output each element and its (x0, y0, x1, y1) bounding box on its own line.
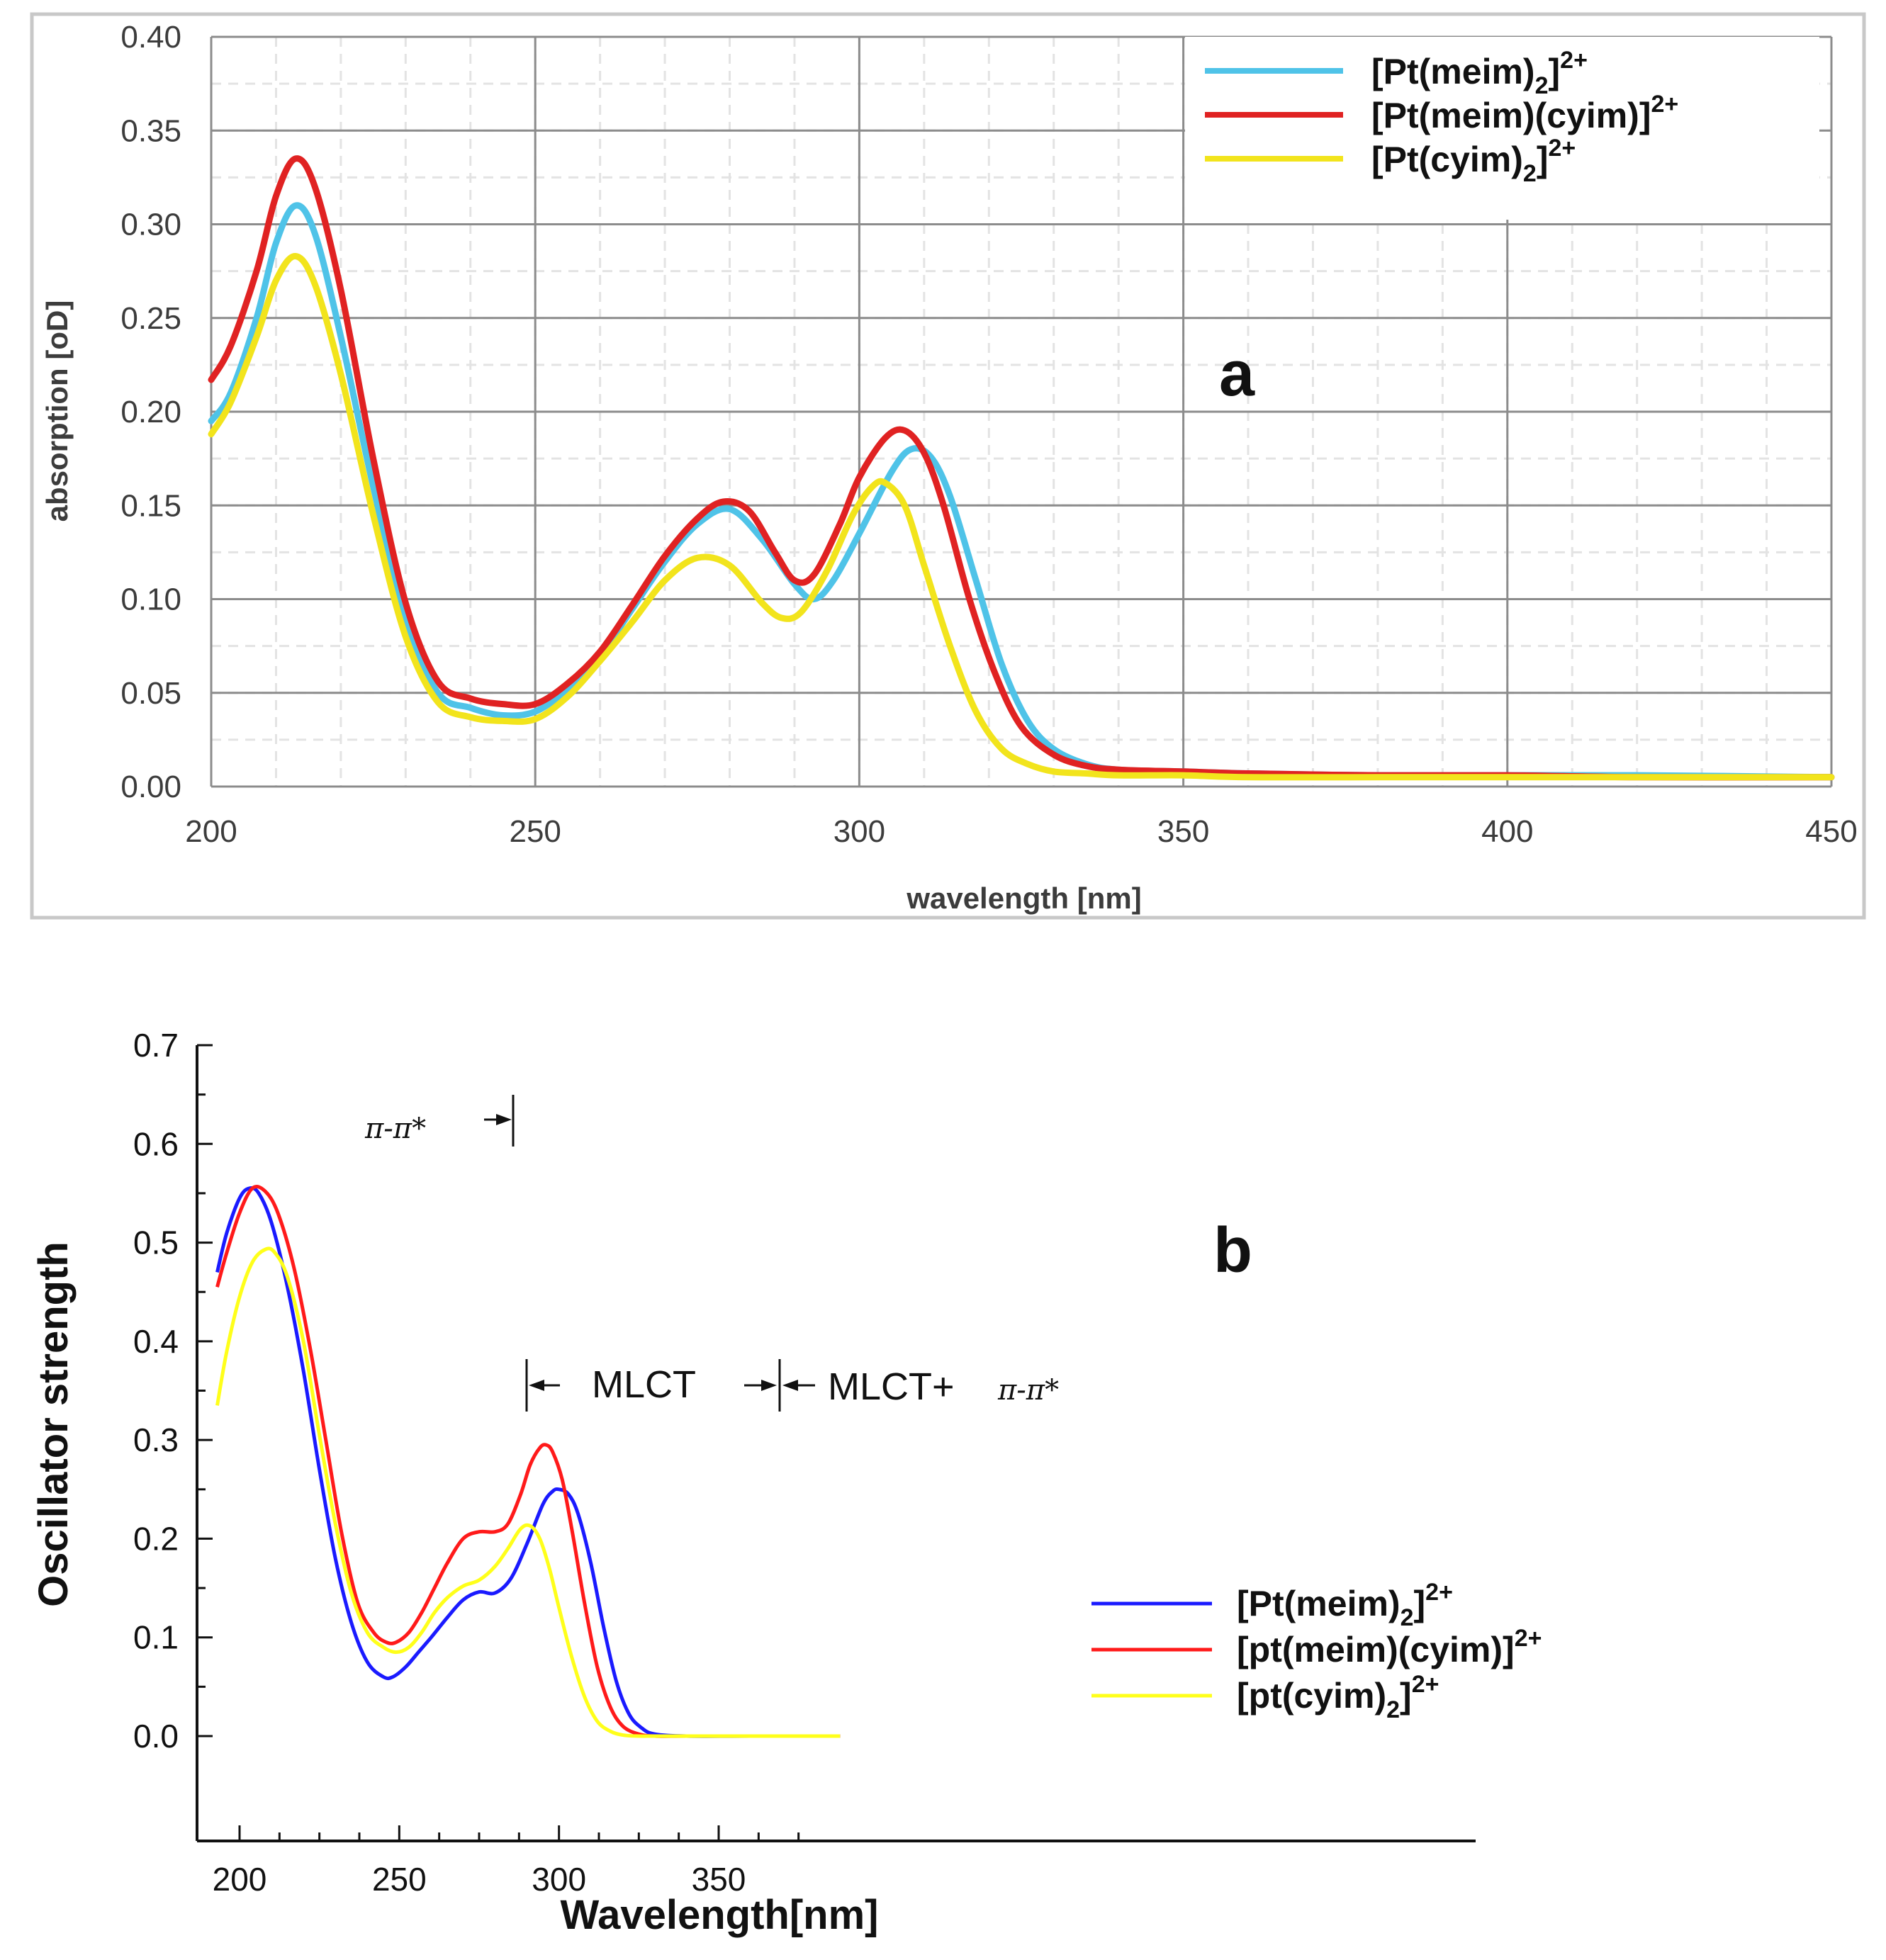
y-tick-label: 0.1 (133, 1619, 179, 1656)
panel-b-label: b (1213, 1215, 1252, 1286)
x-tick-label: 450 (1805, 814, 1857, 849)
panel-a-legend-label-1: [Pt(meim)(cyim)]2+ (1371, 91, 1678, 135)
x-tick-label: 250 (372, 1861, 427, 1898)
panel-a-y-axis-label: absorption [oD] (40, 300, 74, 522)
x-tick-label: 350 (1157, 814, 1209, 849)
panel-a-legend-label-0: [Pt(meim)2]2+ (1371, 47, 1588, 99)
x-tick-label: 300 (532, 1861, 586, 1898)
panel-b-y-axis-label: Oscillator strength (30, 1241, 77, 1607)
y-tick-label: 0.35 (120, 113, 181, 148)
y-tick-label: 0.05 (120, 676, 181, 711)
panel-b-x-axis-label: Wavelength[nm] (561, 1892, 879, 1938)
x-tick-label: 400 (1481, 814, 1533, 849)
panel-b-legend-label-0: [Pt(meim)2]2+ (1237, 1579, 1453, 1631)
x-tick-label: 200 (185, 814, 237, 849)
panel-a-series (208, 155, 1835, 781)
x-tick-label: 350 (692, 1861, 746, 1898)
y-tick-label: 0.7 (133, 1027, 179, 1064)
panel-b-series-line-1 (215, 1185, 841, 1738)
y-tick-label: 0.10 (120, 582, 181, 617)
y-tick-label: 0.0 (133, 1718, 179, 1755)
panel-a-tick-labels: 200 250 300 350 400 450 0.00 0.05 0.10 0.15 0.20 0.… (120, 20, 1857, 849)
panel-a-legend-box (1185, 37, 1819, 220)
annotation-mlct-plus-label: MLCT+ (828, 1365, 955, 1408)
panel-a-legend: [Pt(meim)2]2+[Pt(meim)(cyim)]2+[Pt(cyim)… (1205, 47, 1678, 187)
y-tick-label: 0.4 (133, 1323, 179, 1360)
annotation-pi-pi-star: π-π* (364, 1095, 515, 1147)
panel-a-legend-label-2: [Pt(cyim)2]2+ (1371, 135, 1576, 187)
y-tick-label: 0.15 (120, 488, 181, 523)
panel-a-series-line-2 (208, 253, 1835, 781)
panel-a-label: a (1219, 339, 1255, 410)
y-tick-label: 0.6 (133, 1125, 179, 1162)
y-tick-label: 0.5 (133, 1224, 179, 1261)
annotation-arrowhead (496, 1114, 512, 1125)
panel-b-legend: [Pt(meim)2]2+[pt(meim)(cyim)]2+[pt(cyim)… (1091, 1579, 1542, 1723)
annotation-arrowhead (529, 1380, 544, 1391)
y-tick-label: 0.00 (120, 770, 181, 804)
y-tick-label: 0.25 (120, 301, 181, 336)
annotation-arrowhead (761, 1380, 777, 1391)
panel-b-series (215, 1185, 841, 1738)
y-tick-label: 0.2 (133, 1520, 179, 1557)
panel-b-legend-label-2: [pt(cyim)2]2+ (1237, 1671, 1439, 1723)
x-tick-label: 250 (509, 814, 561, 849)
x-tick-label: 300 (833, 814, 885, 849)
panel-b-legend-label-1: [pt(meim)(cyim)]2+ (1237, 1625, 1542, 1669)
panel-b: 0.0 0.1 0.2 0.3 0.4 0.5 0.6 0.7 200 250 300 350 [Pt… (30, 1027, 1542, 1938)
annotation-mlct: MLCT MLCT+ π-π* (525, 1359, 1059, 1412)
y-tick-label: 0.30 (120, 208, 181, 242)
y-tick-label: 0.3 (133, 1421, 179, 1458)
y-tick-label: 0.20 (120, 395, 181, 429)
panel-b-ticks: 0.0 0.1 0.2 0.3 0.4 0.5 0.6 0.7 200 250 300 350 (133, 1027, 800, 1898)
panel-b-series-line-0 (215, 1185, 841, 1738)
annotation-mlct-label: MLCT (592, 1363, 696, 1406)
panel-a-series-line-1 (208, 155, 1835, 781)
panel-a: 200 250 300 350 400 450 0.00 0.05 0.10 0.15 0.20 0.… (30, 12, 1866, 920)
annotation-pi-pi-star-2-label: π-π* (997, 1374, 1059, 1407)
annotation-arrowhead (782, 1380, 798, 1391)
panel-a-x-axis-label: wavelength [nm] (906, 882, 1141, 915)
annotation-pi-pi-star-label: π-π* (364, 1113, 426, 1145)
x-tick-label: 200 (213, 1861, 267, 1898)
y-tick-label: 0.40 (120, 20, 181, 55)
panel-b-series-line-2 (215, 1246, 841, 1738)
